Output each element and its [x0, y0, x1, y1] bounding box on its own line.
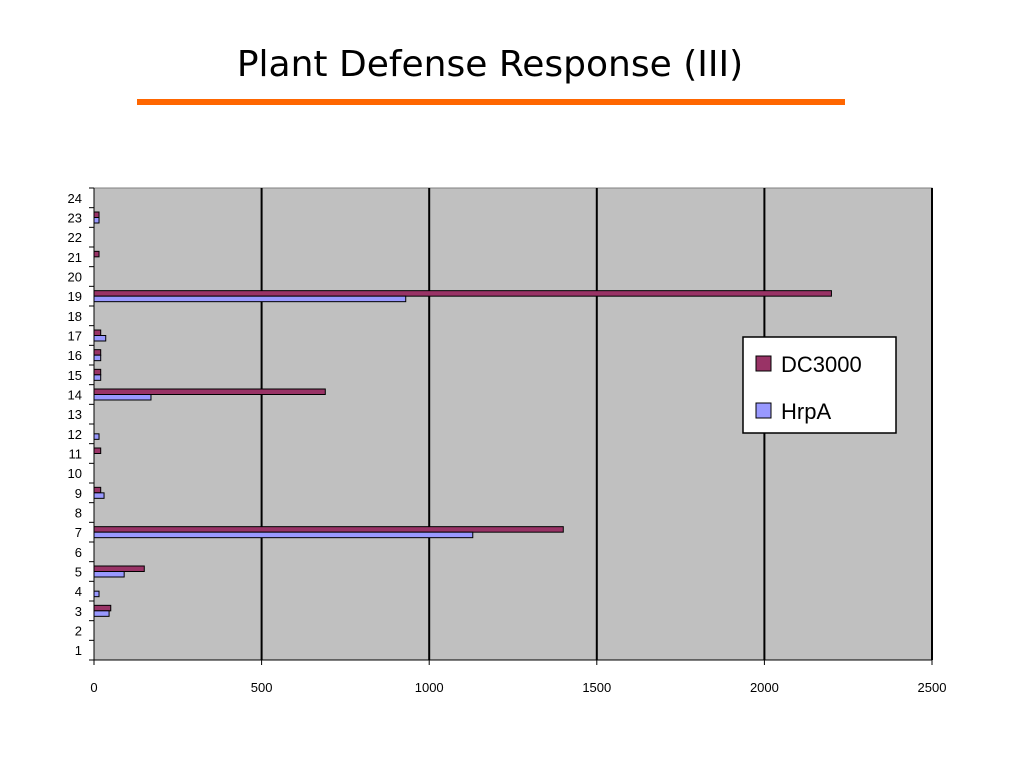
- bar-hrpa-12: [93, 433, 100, 440]
- x-tick-labels: 0 500 1000 1500 2000 2500: [90, 680, 946, 695]
- y-tick-label: 18: [68, 309, 82, 324]
- y-tick-label: 23: [68, 211, 82, 226]
- y-tick-label: 22: [68, 230, 82, 245]
- legend-swatch-hrpa: [755, 402, 772, 419]
- y-tick-label: 4: [75, 584, 82, 599]
- bar-hrpa-9: [93, 492, 105, 499]
- y-tick-label: 1: [75, 643, 82, 658]
- bar-dc3000-21: [93, 250, 100, 258]
- bar-dc3000-5: [93, 565, 145, 572]
- legend-swatch-dc3000: [755, 355, 772, 372]
- y-tick-label: 20: [68, 270, 82, 285]
- y-tick-label: 12: [68, 427, 82, 442]
- y-tick-label: 21: [68, 250, 82, 265]
- y-tick-label: 2: [75, 624, 82, 639]
- y-tick-label: 24: [68, 191, 82, 206]
- y-tick-label: 6: [75, 545, 82, 560]
- y-tick-label: 10: [68, 466, 82, 481]
- axes: [89, 187, 933, 665]
- y-tick-label: 3: [75, 604, 82, 619]
- bar-hrpa-15: [93, 374, 102, 381]
- y-tick-label: 13: [68, 407, 82, 422]
- y-tick-label: 8: [75, 506, 82, 521]
- bar-dc3000-14: [93, 388, 326, 395]
- bar-hrpa-14: [93, 394, 152, 401]
- bar-hrpa-5: [93, 571, 125, 578]
- y-tick-label: 9: [75, 486, 82, 501]
- bars: [93, 211, 832, 617]
- title-underline: [137, 99, 845, 105]
- bar-dc3000-23: [93, 211, 100, 218]
- x-tick-label: 2500: [918, 680, 947, 695]
- bar-hrpa-16: [93, 354, 102, 362]
- bar-dc3000-19: [93, 290, 832, 297]
- bar-hrpa-3: [93, 610, 110, 617]
- bar-dc3000-3: [93, 604, 112, 612]
- bar-hrpa-4: [93, 590, 100, 598]
- y-tick-label: 19: [68, 289, 82, 304]
- bar-dc3000-17: [93, 329, 102, 336]
- y-tick-label: 16: [68, 348, 82, 363]
- legend-label-dc3000: DC3000: [781, 352, 862, 377]
- bar-dc3000-9: [93, 486, 102, 494]
- y-tick-label: 7: [75, 525, 82, 540]
- bar-hrpa-17: [93, 335, 107, 342]
- y-tick-label: 14: [68, 388, 82, 403]
- x-tick-label: 1000: [415, 680, 444, 695]
- y-tick-label: 11: [69, 447, 83, 462]
- legend: DC3000 HrpA: [742, 336, 897, 434]
- y-tick-label: 15: [68, 368, 82, 383]
- y-tick-label: 5: [75, 565, 82, 580]
- bar-hrpa-23: [93, 217, 100, 224]
- bar-hrpa-7: [93, 531, 474, 539]
- bar-dc3000-16: [93, 349, 102, 356]
- x-tick-label: 0: [90, 680, 97, 695]
- x-tick-label: 1500: [582, 680, 611, 695]
- slide-title: Plant Defense Response (III): [236, 44, 744, 85]
- bar-dc3000-7: [93, 526, 564, 533]
- bar-dc3000-15: [93, 368, 102, 376]
- bar-hrpa-19: [93, 295, 407, 303]
- y-tick-label: 17: [68, 329, 82, 344]
- x-tick-label: 500: [251, 680, 273, 695]
- legend-label-hrpa: HrpA: [781, 399, 831, 424]
- bar-dc3000-11: [93, 447, 102, 454]
- x-tick-label: 2000: [750, 680, 779, 695]
